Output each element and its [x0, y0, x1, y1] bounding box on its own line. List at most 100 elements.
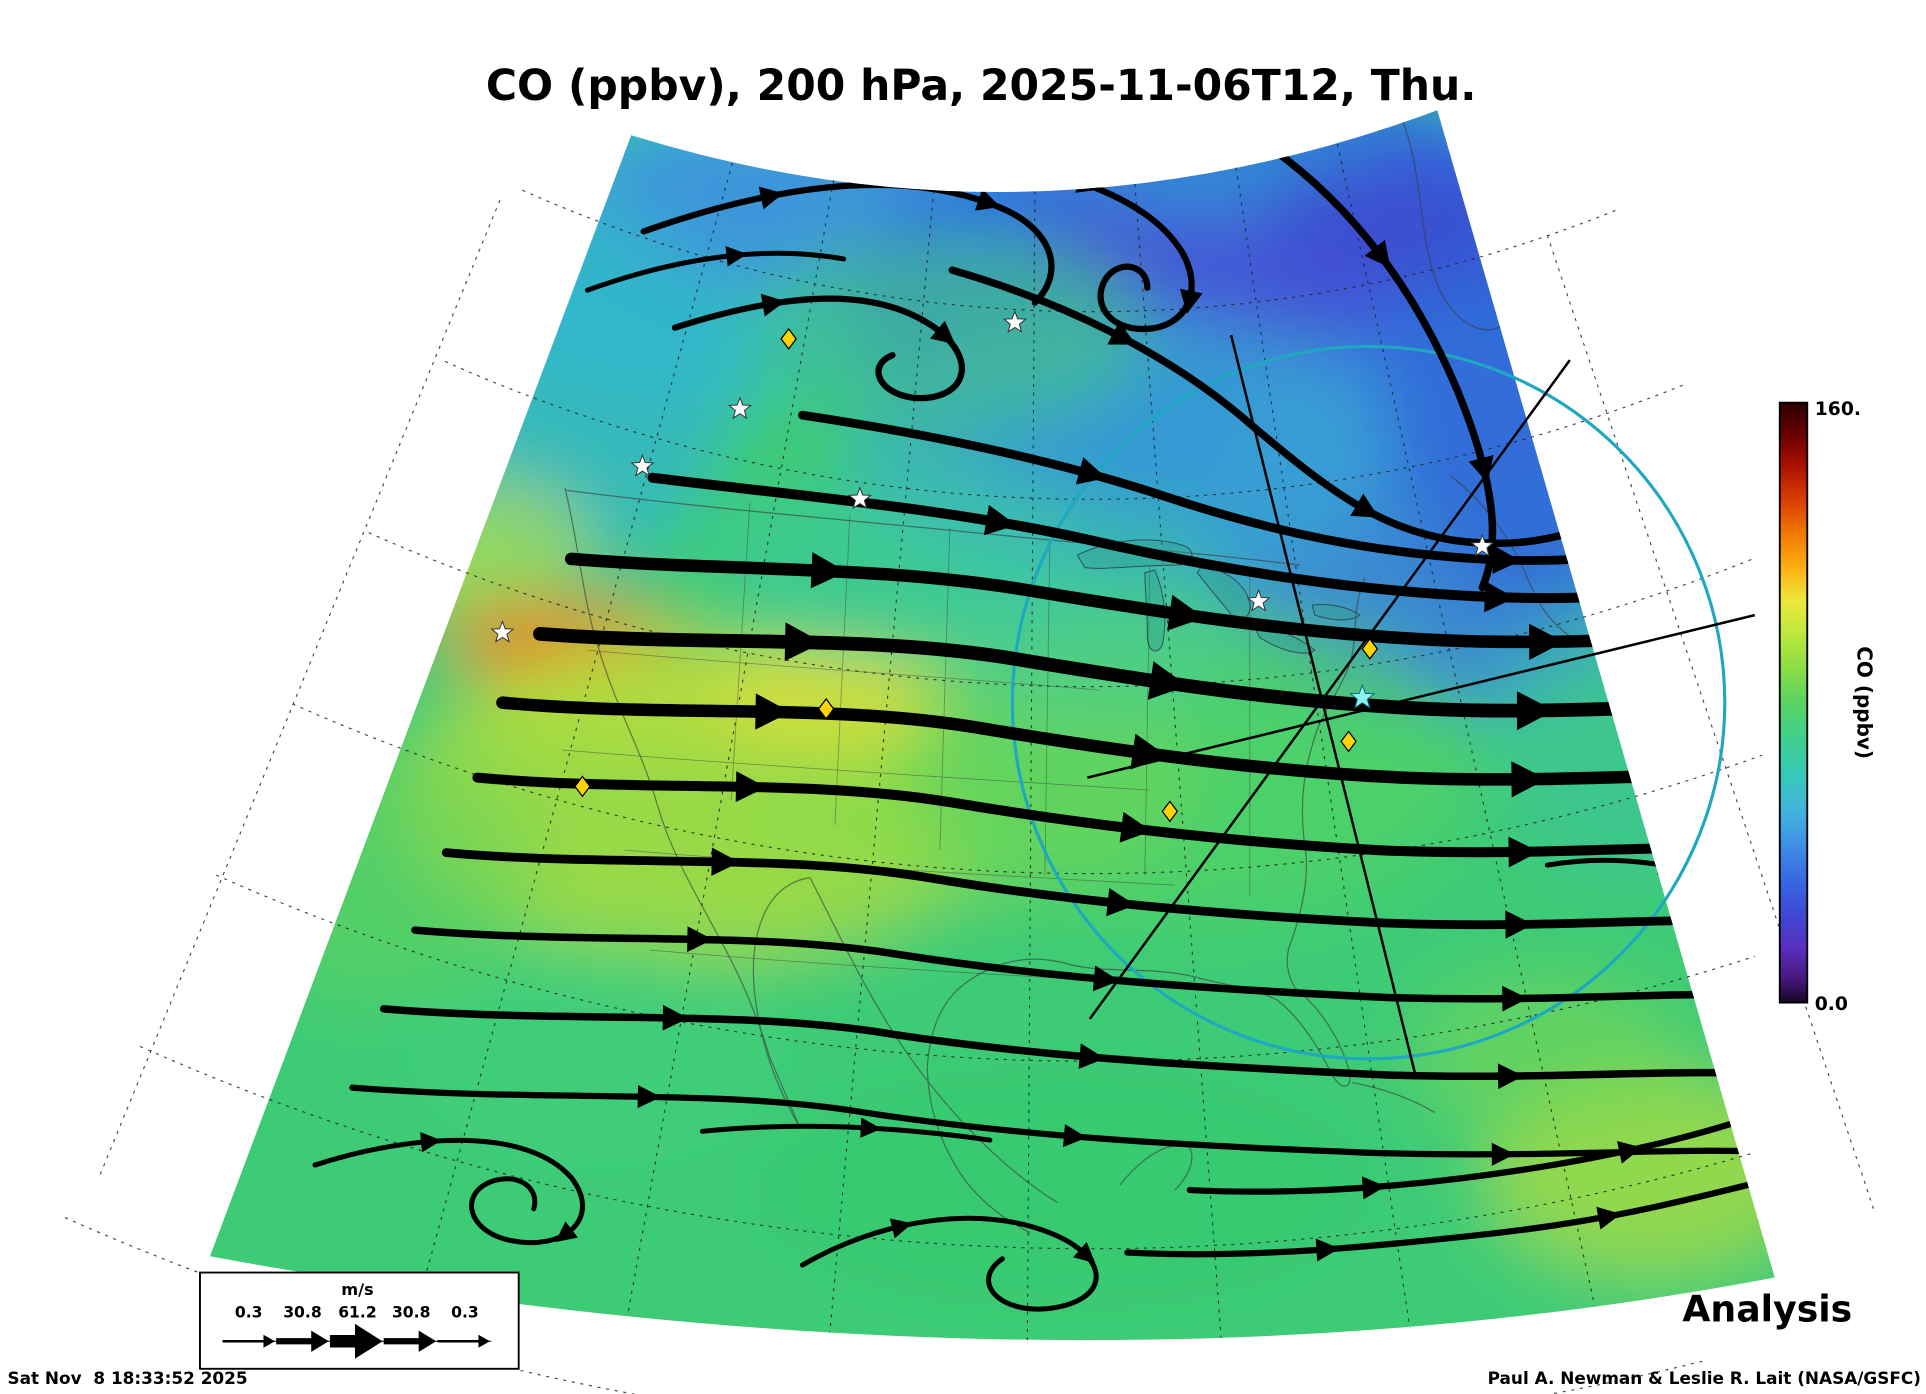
wind-speed-legend: m/s 0.3 30.8 61.2 30.8 0.3	[199, 1271, 520, 1370]
map-markers	[490, 309, 1495, 823]
streamline	[671, 295, 965, 402]
colorbar-label: CO (ppbv)	[1852, 646, 1876, 759]
streamline	[699, 1123, 993, 1143]
station-diamond-marker	[574, 775, 591, 798]
streamline-arrow	[1492, 545, 1521, 574]
streamline	[496, 696, 1772, 786]
streamline	[379, 1005, 1775, 1081]
streamline-arrow	[1508, 836, 1539, 868]
track-line	[1087, 613, 1756, 779]
streamline-arrow	[1063, 1124, 1088, 1148]
streamline-arrow	[1075, 170, 1101, 193]
streamline-arrow	[420, 1132, 442, 1153]
colorbar: 160. 0.0 CO (ppbv)	[1778, 399, 1876, 1015]
streamline	[584, 250, 847, 293]
circle-center-star-marker	[1349, 683, 1376, 709]
streamline-arrow	[1657, 854, 1680, 875]
station-diamond-marker	[1161, 800, 1179, 823]
streamline-arrow	[974, 188, 1001, 211]
station-star-marker	[1470, 533, 1495, 557]
streamline-arrow	[758, 186, 784, 210]
streamline-arrow	[983, 504, 1017, 536]
colorbar-tick-min: 0.0	[1815, 994, 1848, 1015]
station-star-marker	[630, 453, 655, 477]
streamline-arrow	[784, 622, 823, 662]
wind-legend-title: m/s	[341, 1280, 374, 1299]
colorbar-gradient	[1778, 401, 1809, 1004]
streamline	[948, 266, 1657, 548]
streamline-arrow	[1596, 1206, 1622, 1230]
streamline-arrow	[555, 1221, 578, 1243]
streamline-arrow	[1078, 1043, 1106, 1069]
streamline-arrow	[1364, 239, 1391, 269]
streamline-arrow	[930, 320, 956, 345]
streamline-arrow	[637, 1084, 661, 1109]
streamline-arrow	[1130, 733, 1168, 770]
streamline-arrow	[1484, 581, 1516, 613]
streamline-arrow	[735, 771, 767, 803]
footer-credit: Paul A. Newman & Leslie R. Lait (NASA/GS…	[1488, 1368, 1921, 1388]
wind-legend-speed: 0.3	[235, 1304, 263, 1322]
wind-legend-speed: 30.8	[392, 1304, 431, 1322]
streamline	[533, 627, 1770, 718]
streamline-arrow	[1167, 594, 1205, 631]
streamline-arrow	[1516, 691, 1555, 731]
station-star-marker	[727, 396, 752, 420]
streamline-arrow	[760, 293, 786, 317]
streamline-arrow	[860, 1117, 882, 1138]
streamline-arrow	[1491, 1142, 1515, 1166]
station-star-marker	[1246, 588, 1271, 612]
streamline-arrow	[1497, 1063, 1524, 1090]
field-region	[1412, 975, 1688, 1138]
station-star-marker	[1002, 309, 1027, 333]
streamline-arrow	[1075, 457, 1107, 485]
chart-title: CO (ppbv), 200 hPa, 2025-11-06T12, Thu.	[486, 62, 1476, 111]
streamline-arrow	[1092, 965, 1120, 992]
wind-legend-arrow	[222, 1323, 492, 1359]
analysis-label: Analysis	[1682, 1287, 1852, 1330]
streamline	[349, 1084, 1775, 1158]
streamline-arrow	[1107, 321, 1136, 345]
streamline-arrow	[1179, 288, 1203, 314]
station-star-marker	[490, 619, 515, 643]
streamline-arrow	[687, 926, 713, 953]
streamline-arrow	[711, 847, 740, 876]
streamline	[1124, 1180, 1756, 1258]
station-diamond-marker	[1361, 637, 1379, 660]
station-diamond-marker	[817, 697, 835, 720]
streamline-arrow	[1617, 1141, 1643, 1164]
streamline-arrow	[662, 1004, 689, 1031]
field-region	[412, 937, 788, 1163]
range-circle	[1010, 344, 1727, 1061]
streamline-arrow	[1350, 493, 1379, 518]
streamline-arrow	[1511, 761, 1547, 798]
streamline-arrow	[1315, 1238, 1340, 1262]
streamline-arrow	[1147, 661, 1188, 700]
field-region	[749, 1062, 1375, 1313]
streamline-arrow	[755, 693, 791, 730]
station-star-marker	[847, 486, 872, 510]
wind-legend-speed: 61.2	[338, 1304, 377, 1322]
streamline-arrow	[810, 552, 847, 589]
footer-timestamp: Sat Nov 8 18:33:52 2025	[7, 1368, 247, 1388]
wind-legend-speed: 30.8	[283, 1304, 322, 1322]
streamline-arrow	[1502, 985, 1528, 1012]
streamline	[1256, 136, 1497, 592]
station-diamond-marker	[780, 327, 797, 350]
streamline-arrow	[725, 246, 748, 267]
streamline-arrow	[889, 1218, 913, 1239]
streamline-arrow	[1119, 811, 1152, 843]
streamline	[1186, 1111, 1762, 1195]
streamline	[640, 181, 1055, 306]
streamline-arrow	[1505, 910, 1534, 939]
colorbar-tick-max: 160.	[1815, 399, 1861, 420]
streamline-arrow	[1468, 454, 1494, 483]
streamline-arrow	[1529, 623, 1565, 661]
field-region	[1487, 581, 1763, 882]
field-region	[356, 475, 594, 613]
streamline-arrow	[1073, 1241, 1096, 1264]
streamline-arrow	[1361, 1176, 1386, 1200]
station-diamond-marker	[1340, 730, 1357, 753]
streamline-arrow	[1106, 888, 1136, 917]
